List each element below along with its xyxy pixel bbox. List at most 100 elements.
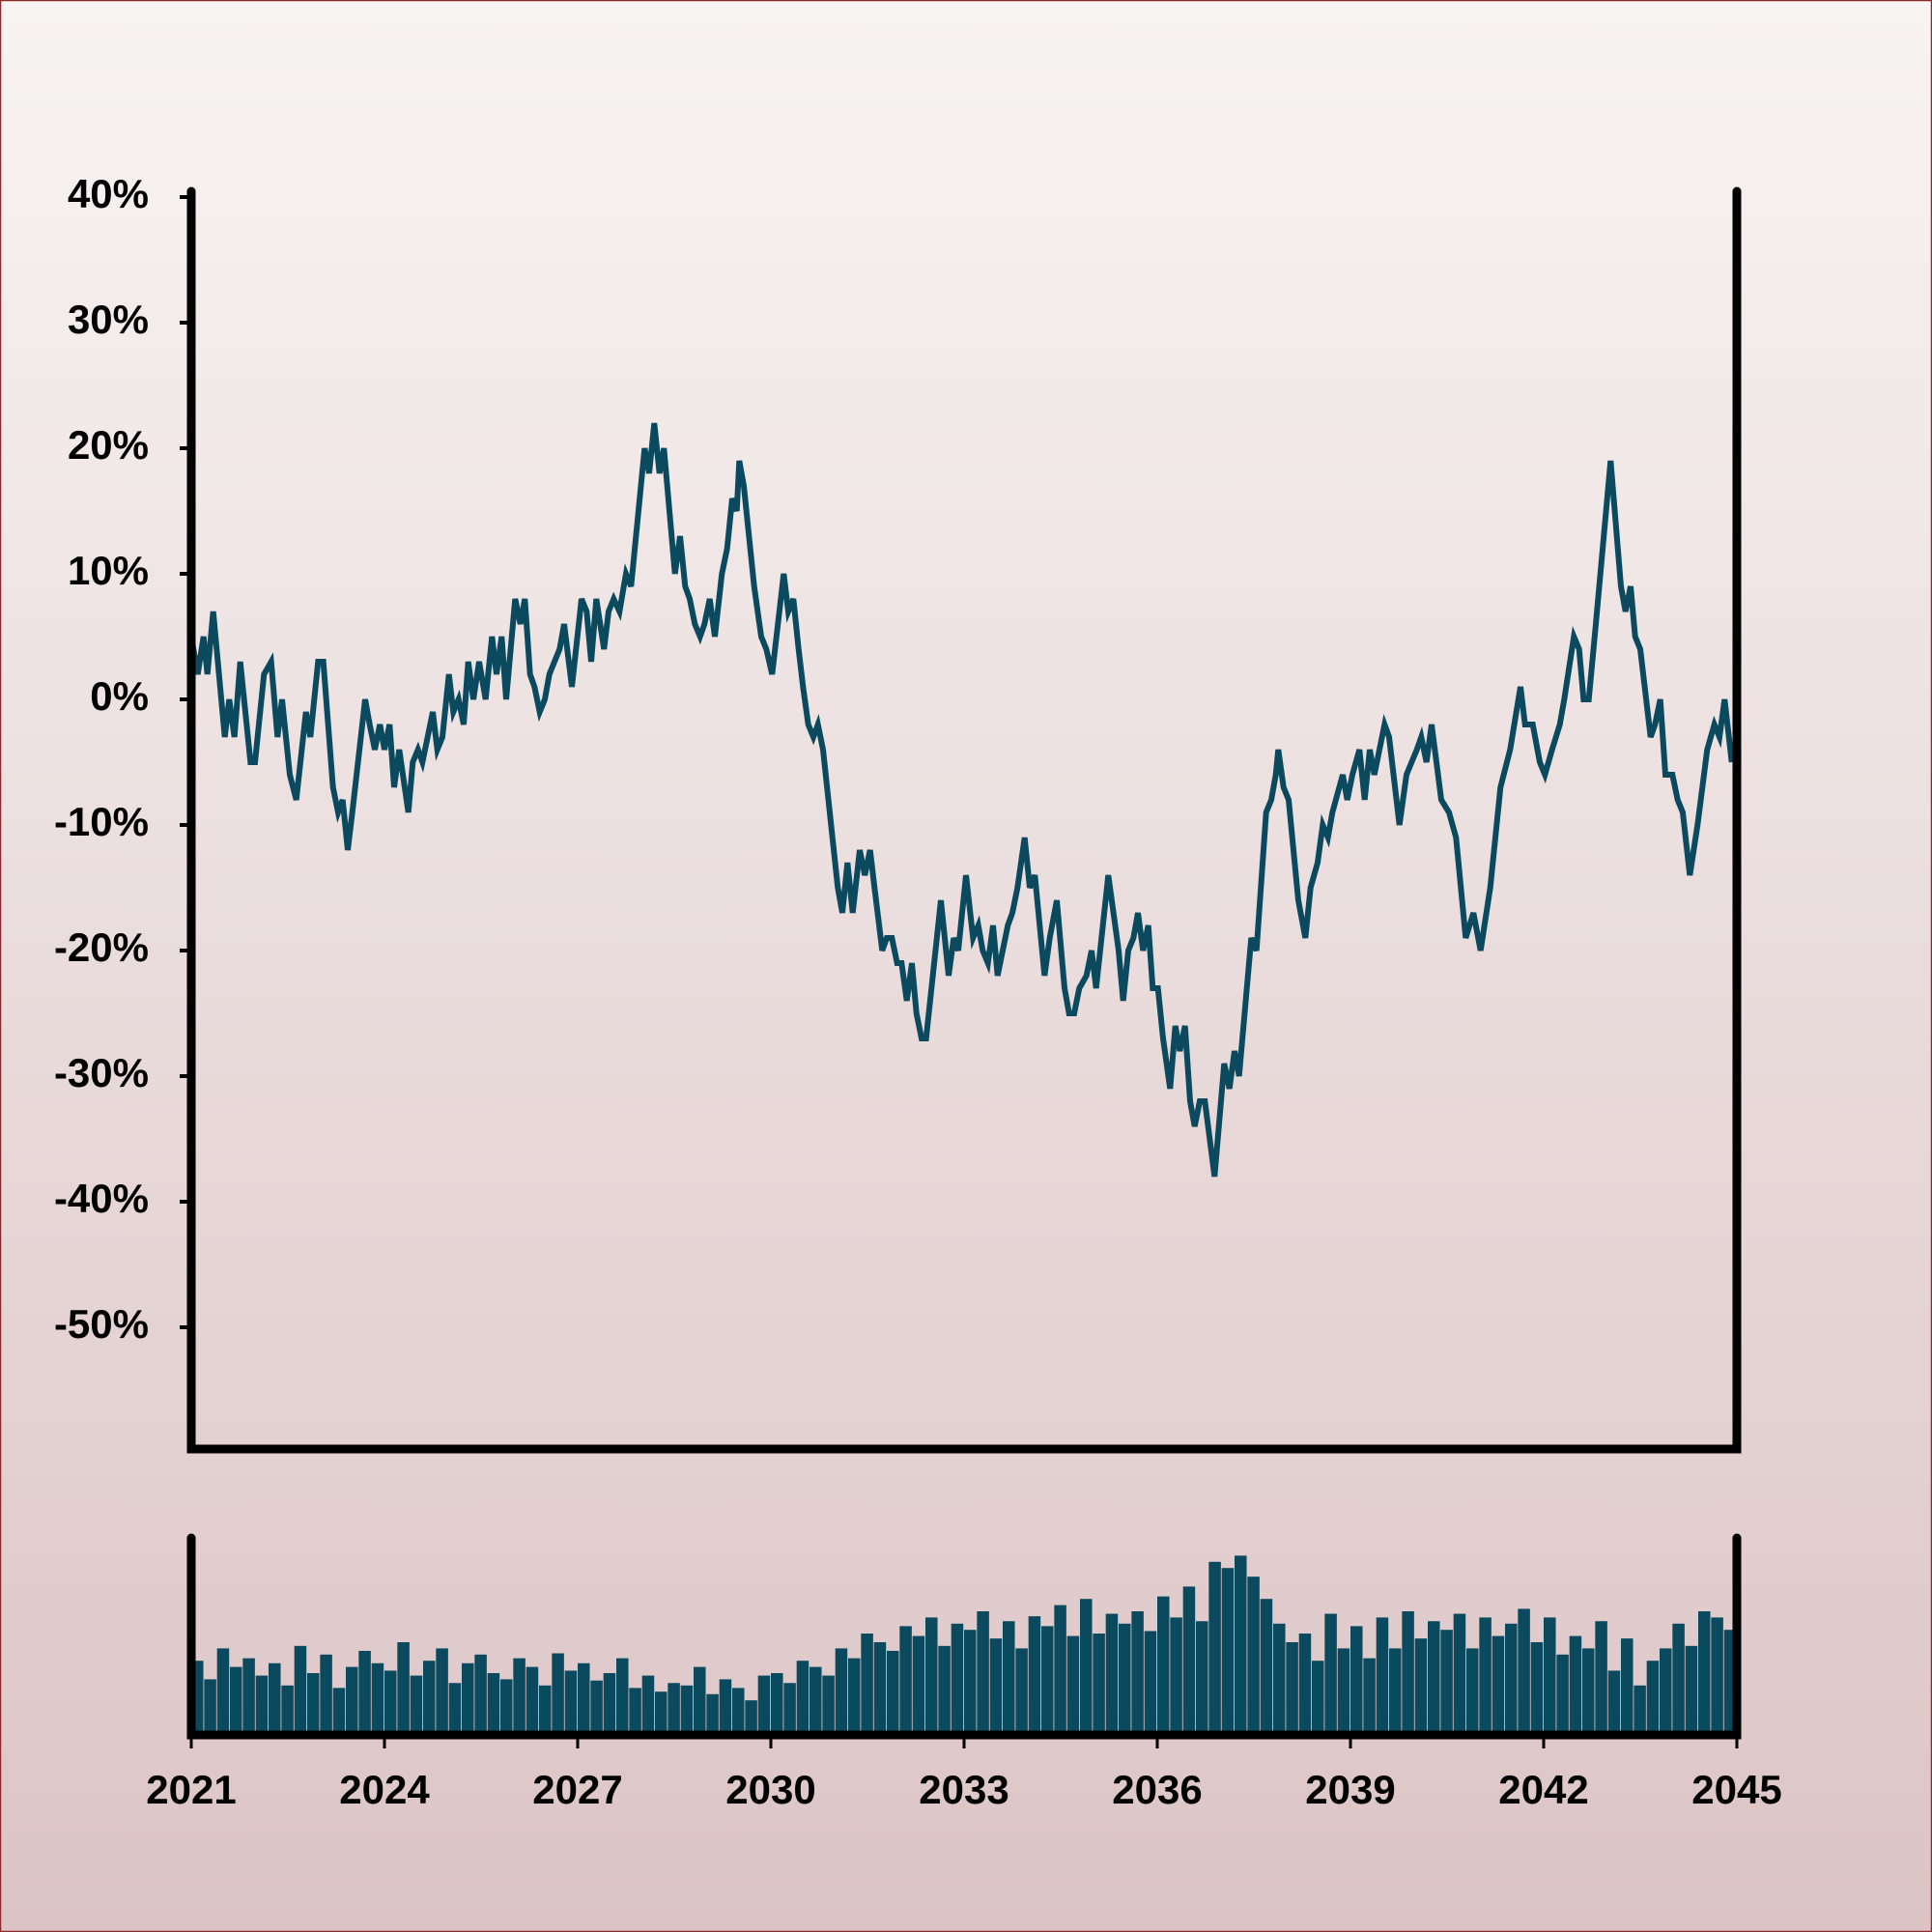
volume-bar [1260, 1599, 1273, 1735]
y-tick-label: -10% [54, 799, 149, 844]
volume-bar [1530, 1642, 1544, 1735]
volume-bar [448, 1683, 462, 1735]
volume-bar [462, 1662, 474, 1735]
volume-bar [436, 1648, 448, 1735]
y-tick-label: 40% [68, 171, 149, 216]
x-tick-label: 2036 [1112, 1767, 1202, 1812]
volume-bar [500, 1679, 513, 1735]
volume-bar [938, 1645, 951, 1735]
y-tick-label: 20% [68, 422, 149, 468]
volume-bar [1518, 1608, 1530, 1735]
volume-bar [873, 1642, 887, 1735]
x-tick-label: 2033 [919, 1767, 1009, 1812]
volume-bar [951, 1623, 964, 1735]
x-tick-label: 2039 [1305, 1767, 1395, 1812]
volume-bar [977, 1611, 989, 1735]
volume-bar [1595, 1621, 1607, 1735]
volume-bar [1389, 1648, 1402, 1735]
volume-bar [1634, 1685, 1646, 1735]
volume-bar [1196, 1621, 1208, 1735]
volume-bar [1093, 1634, 1105, 1735]
volume-bar [578, 1662, 590, 1735]
volume-bar [745, 1700, 757, 1735]
y-tick-label: -20% [54, 924, 149, 970]
volume-bar [1569, 1635, 1582, 1735]
volume-bar [1182, 1586, 1196, 1735]
volume-bar [255, 1675, 269, 1735]
volume-bar [1350, 1626, 1363, 1735]
volume-bar [1376, 1617, 1389, 1735]
volume-bar [1105, 1613, 1119, 1735]
volume-bar [384, 1670, 397, 1735]
volume-bar [641, 1675, 655, 1735]
volume-bar [1672, 1623, 1685, 1735]
volume-bar [616, 1658, 629, 1735]
volume-bar [332, 1688, 346, 1735]
volume-bar [358, 1650, 371, 1735]
volume-bar [1402, 1611, 1414, 1735]
volume-bar [346, 1666, 358, 1735]
x-tick-label: 2021 [146, 1767, 236, 1812]
volume-bar [732, 1688, 745, 1735]
volume-bar [1286, 1642, 1298, 1735]
volume-bar [1170, 1617, 1182, 1735]
volume-bar [1607, 1670, 1621, 1735]
axis-frame [186, 186, 1742, 1454]
volume-bar [539, 1685, 552, 1735]
volume-bar [822, 1675, 835, 1735]
volume-bar [925, 1617, 938, 1735]
volume-bar [1208, 1561, 1221, 1735]
volume-bar [964, 1630, 977, 1735]
volume-bar [552, 1653, 564, 1735]
volume-bar [629, 1688, 641, 1735]
y-tick-label: 0% [90, 673, 149, 719]
volume-bar [1324, 1613, 1337, 1735]
volume-bar [1028, 1616, 1041, 1735]
x-tick-label: 2042 [1498, 1767, 1588, 1812]
y-tick-label: 10% [68, 548, 149, 593]
volume-bar [564, 1670, 578, 1735]
volume-bar [899, 1626, 912, 1735]
volume-bar [912, 1635, 925, 1735]
y-tick-label: -40% [54, 1176, 149, 1221]
volume-bar [1157, 1596, 1170, 1735]
volume-bar [410, 1675, 423, 1735]
volume-bar [307, 1673, 320, 1735]
volume-bar [603, 1673, 616, 1735]
volume-bar [668, 1683, 680, 1735]
volume-bar [242, 1658, 255, 1735]
volume-bar [1041, 1626, 1054, 1735]
y-tick-label: -30% [54, 1050, 149, 1095]
volume-bar [1646, 1661, 1660, 1735]
volume-bar [1466, 1648, 1479, 1735]
volume-bar [796, 1661, 810, 1735]
volume-bar [706, 1693, 719, 1735]
volume-bar [397, 1642, 410, 1735]
volume-bar [1080, 1599, 1093, 1735]
volume-bar [757, 1675, 771, 1735]
volume-bar [783, 1683, 796, 1735]
volume-bar [423, 1661, 436, 1735]
volume-bar [590, 1680, 603, 1735]
volume-frame [186, 1533, 1742, 1740]
volume-bar [474, 1654, 487, 1735]
volume-bar [1298, 1634, 1312, 1735]
volume-bar [1556, 1654, 1569, 1735]
volume-bar [861, 1634, 873, 1735]
volume-bar [1544, 1617, 1556, 1735]
volume-bar [1711, 1617, 1723, 1735]
y-tick-label: -50% [54, 1301, 149, 1347]
volume-bar [1660, 1648, 1672, 1735]
x-tick-label: 2024 [339, 1767, 430, 1812]
volume-bar [230, 1666, 242, 1735]
volume-bar [1312, 1661, 1324, 1735]
volume-bar [1582, 1648, 1595, 1735]
volume-bar [487, 1673, 500, 1735]
volume-bar [1685, 1645, 1698, 1735]
volume-bar [1479, 1617, 1492, 1735]
x-tick-label: 2027 [532, 1767, 622, 1812]
volume-bar [1235, 1555, 1247, 1735]
volume-bar [887, 1650, 899, 1735]
